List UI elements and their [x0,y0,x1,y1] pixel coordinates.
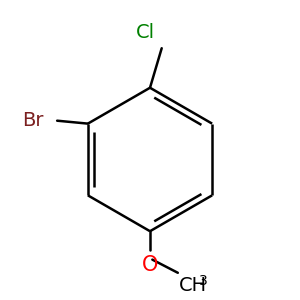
Text: O: O [142,255,158,274]
Text: 3: 3 [199,274,208,288]
Text: Br: Br [22,111,44,130]
Text: CH: CH [179,276,207,295]
Text: Cl: Cl [136,23,155,42]
